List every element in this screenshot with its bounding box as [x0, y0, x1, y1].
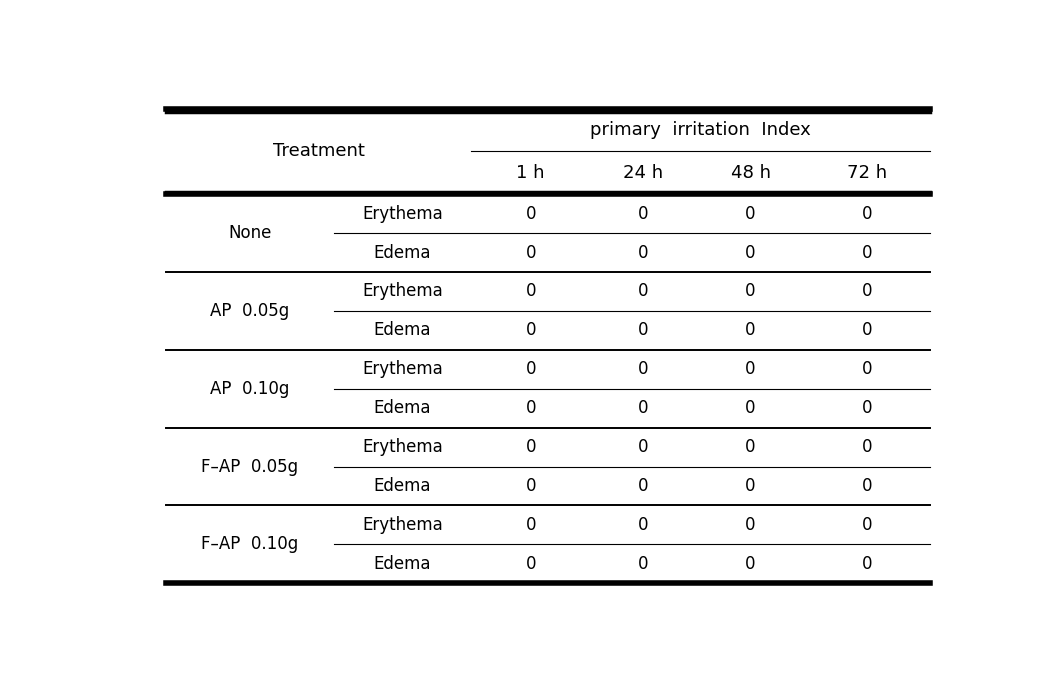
Text: 0: 0: [639, 282, 648, 301]
Text: 0: 0: [862, 244, 872, 262]
Text: 48 h: 48 h: [731, 164, 770, 182]
Text: 0: 0: [862, 282, 872, 301]
Text: 0: 0: [525, 555, 536, 573]
Text: 0: 0: [745, 244, 755, 262]
Text: 0: 0: [525, 282, 536, 301]
Text: 0: 0: [525, 244, 536, 262]
Text: 0: 0: [525, 438, 536, 456]
Text: 0: 0: [525, 399, 536, 417]
Text: None: None: [228, 224, 272, 242]
Text: 0: 0: [745, 399, 755, 417]
Text: 0: 0: [745, 360, 755, 378]
Text: AP  0.10g: AP 0.10g: [210, 379, 290, 398]
Text: F–AP  0.10g: F–AP 0.10g: [201, 536, 298, 553]
Text: 0: 0: [639, 244, 648, 262]
Text: 0: 0: [525, 516, 536, 534]
Text: F–AP  0.05g: F–AP 0.05g: [202, 458, 298, 475]
Text: 0: 0: [745, 516, 755, 534]
Text: AP  0.05g: AP 0.05g: [210, 302, 290, 320]
Text: 0: 0: [639, 516, 648, 534]
Text: 0: 0: [639, 321, 648, 339]
Text: Edema: Edema: [373, 399, 432, 417]
Text: 0: 0: [745, 282, 755, 301]
Text: 0: 0: [639, 477, 648, 495]
Text: 0: 0: [745, 321, 755, 339]
Text: 24 h: 24 h: [624, 164, 663, 182]
Text: 0: 0: [525, 205, 536, 223]
Text: Treatment: Treatment: [273, 142, 364, 160]
Text: 0: 0: [639, 205, 648, 223]
Text: Edema: Edema: [373, 244, 432, 262]
Text: 0: 0: [862, 205, 872, 223]
Text: 0: 0: [639, 555, 648, 573]
Text: 0: 0: [862, 555, 872, 573]
Text: Erythema: Erythema: [362, 282, 442, 301]
Text: 0: 0: [745, 438, 755, 456]
Text: 0: 0: [525, 360, 536, 378]
Text: 0: 0: [525, 321, 536, 339]
Text: Edema: Edema: [373, 555, 432, 573]
Text: 0: 0: [862, 321, 872, 339]
Text: 0: 0: [639, 438, 648, 456]
Text: Erythema: Erythema: [362, 516, 442, 534]
Text: 72 h: 72 h: [847, 164, 887, 182]
Text: 0: 0: [745, 555, 755, 573]
Text: 0: 0: [745, 205, 755, 223]
Text: Edema: Edema: [373, 321, 432, 339]
Text: 0: 0: [639, 399, 648, 417]
Text: 0: 0: [862, 360, 872, 378]
Text: Edema: Edema: [373, 477, 432, 495]
Text: 0: 0: [639, 360, 648, 378]
Text: Erythema: Erythema: [362, 438, 442, 456]
Text: Erythema: Erythema: [362, 205, 442, 223]
Text: 0: 0: [862, 516, 872, 534]
Text: primary  irritation  Index: primary irritation Index: [590, 121, 812, 139]
Text: 0: 0: [525, 477, 536, 495]
Text: 1 h: 1 h: [517, 164, 545, 182]
Text: Erythema: Erythema: [362, 360, 442, 378]
Text: 0: 0: [745, 477, 755, 495]
Text: 0: 0: [862, 477, 872, 495]
Text: 0: 0: [862, 399, 872, 417]
Text: 0: 0: [862, 438, 872, 456]
